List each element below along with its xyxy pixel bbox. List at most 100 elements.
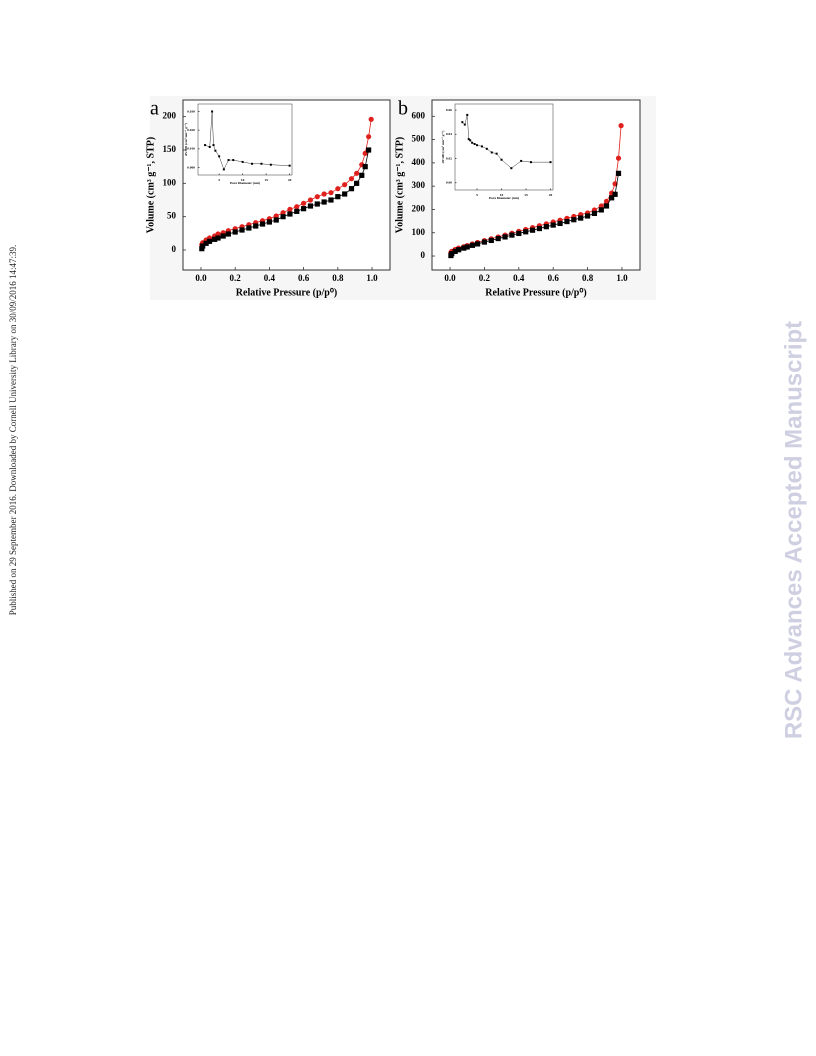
y-tick-label: 0.02 <box>446 156 452 160</box>
data-point <box>368 116 374 122</box>
data-point <box>266 219 272 225</box>
data-point <box>215 235 221 241</box>
inset-chart: 5 10 15 20 0.000 0.010 0.020 0.030 Pore Diameter… <box>184 103 293 185</box>
data-point <box>485 147 488 150</box>
data-point <box>564 218 570 225</box>
x-tick-label: 15 <box>524 193 528 197</box>
x-tick-label: 0.8 <box>332 273 344 283</box>
side-note: Published on 29 September 2016. Download… <box>8 245 18 615</box>
data-point <box>452 248 458 254</box>
y-tick-label: 0 <box>172 244 177 254</box>
watermark: RSC Advances Accepted Manuscript <box>780 321 807 739</box>
data-point <box>259 221 266 227</box>
data-point <box>314 194 320 200</box>
x-tick-label: 10 <box>241 178 245 182</box>
data-point <box>307 203 314 209</box>
data-point <box>584 213 591 219</box>
data-point <box>199 246 205 252</box>
data-point <box>366 147 372 153</box>
data-point <box>273 213 279 219</box>
data-point <box>362 164 368 170</box>
data-point <box>208 145 211 148</box>
data-point <box>490 151 493 154</box>
y-tick-label: 200 <box>412 204 426 214</box>
inset-chart: 5 10 15 20 0.00 0.02 0.04 0.06 Pore Diameter (nm… <box>441 103 554 200</box>
data-point <box>314 201 320 207</box>
y-tick-label: 0.00 <box>446 181 452 185</box>
data-point <box>212 236 218 242</box>
data-point <box>218 155 221 158</box>
data-point <box>571 217 577 223</box>
y-tick-label: 0.000 <box>187 165 195 169</box>
y-tick-label: 0.030 <box>187 109 195 113</box>
data-point <box>536 225 543 232</box>
data-point <box>212 144 215 147</box>
data-point <box>359 172 365 178</box>
data-point <box>549 161 552 164</box>
data-point <box>366 134 372 140</box>
data-point <box>215 231 221 237</box>
data-point <box>227 159 230 162</box>
x-tick-label: 20 <box>288 178 292 182</box>
panel-label: a <box>150 98 159 120</box>
data-point <box>211 110 214 113</box>
data-point <box>335 194 341 200</box>
data-point <box>480 145 483 148</box>
y-tick-label: 0.06 <box>446 108 452 112</box>
data-point <box>294 204 300 210</box>
x-axis-label: Pore Diameter (nm) <box>230 181 261 185</box>
data-point <box>239 227 245 233</box>
data-point <box>246 225 252 231</box>
data-point <box>321 199 327 205</box>
data-point <box>287 211 293 217</box>
data-point <box>232 229 238 235</box>
data-point <box>232 159 235 162</box>
y-tick-label: 100 <box>412 227 426 237</box>
data-point <box>354 170 360 176</box>
y-tick-label: 0.020 <box>187 128 195 132</box>
data-point <box>603 203 610 209</box>
x-tick-label: 5 <box>218 178 220 182</box>
y-tick-label: 0.04 <box>446 132 452 136</box>
series-line <box>204 111 290 170</box>
x-tick-label: 1.0 <box>616 273 628 283</box>
data-point <box>500 158 503 161</box>
data-point <box>591 210 598 217</box>
data-point <box>335 186 341 192</box>
data-point <box>612 191 618 197</box>
data-point <box>516 230 522 237</box>
data-point <box>251 162 254 165</box>
data-point <box>510 167 513 170</box>
panel-label: b <box>398 98 408 120</box>
data-point <box>467 138 470 141</box>
data-point <box>301 206 307 212</box>
data-point <box>348 176 355 182</box>
data-point <box>523 229 529 235</box>
x-tick-label: 0.6 <box>548 273 560 283</box>
data-point <box>449 251 455 257</box>
data-point <box>203 240 209 246</box>
data-point <box>225 231 231 237</box>
x-tick-label: 15 <box>264 178 268 182</box>
data-point <box>476 144 479 147</box>
y-tick-label: 150 <box>163 144 177 154</box>
data-point <box>615 155 622 161</box>
x-tick-label: 1.0 <box>366 273 378 283</box>
data-point <box>495 152 498 155</box>
data-point <box>502 234 508 240</box>
data-point <box>520 159 523 162</box>
data-point <box>354 180 360 186</box>
y-axis-label: dV/dD (cm³ nm⁻¹ g⁻¹) <box>184 122 188 156</box>
data-point <box>461 121 464 124</box>
data-point <box>598 203 604 209</box>
x-tick-label: 0.0 <box>195 273 207 283</box>
data-point <box>328 197 334 203</box>
x-axis-label: Relative Pressure (p/p⁰) <box>236 287 337 298</box>
data-point <box>301 200 307 206</box>
data-point <box>253 223 259 229</box>
y-tick-label: 500 <box>412 134 426 144</box>
data-point <box>269 163 272 166</box>
data-point <box>464 244 470 250</box>
data-point <box>342 182 348 188</box>
data-point <box>603 198 610 204</box>
